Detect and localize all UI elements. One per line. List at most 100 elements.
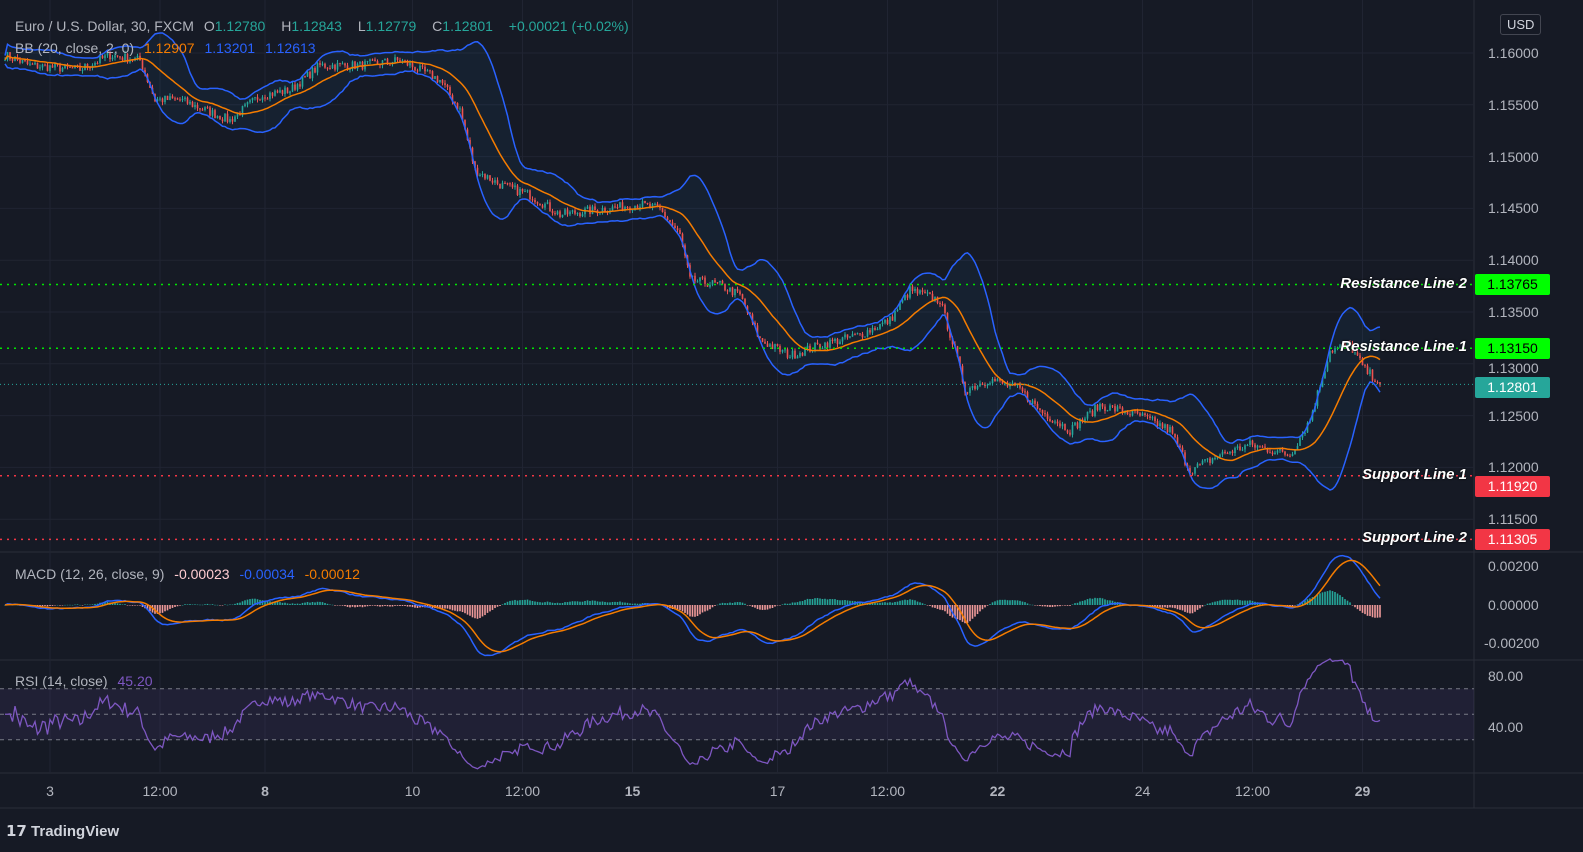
- candle: [214, 108, 216, 119]
- candle-body: [236, 113, 239, 117]
- candle-body: [394, 57, 396, 63]
- brand-name: TradingView: [31, 823, 120, 840]
- macd-histogram-bar: [489, 605, 491, 612]
- macd-histogram-bar: [771, 605, 774, 608]
- candle-body: [359, 61, 361, 64]
- candle-body: [869, 330, 871, 333]
- macd-histogram-bar: [1349, 602, 1351, 605]
- level-label[interactable]: Support Line 1: [1362, 465, 1467, 483]
- candle-body: [649, 203, 651, 208]
- macd-histogram-bar: [194, 604, 196, 605]
- candle-body: [1154, 417, 1156, 422]
- candle: [731, 286, 734, 298]
- candle-body: [424, 66, 426, 72]
- candle-body: [191, 101, 194, 108]
- candle-body: [1059, 423, 1061, 427]
- candle-body: [671, 222, 674, 226]
- macd-histogram-bar: [511, 600, 514, 605]
- macd-histogram-bar: [199, 604, 201, 606]
- candle: [529, 189, 531, 203]
- macd-histogram-bar: [684, 605, 686, 613]
- rsi-legend[interactable]: RSI (14, close) 45.20: [15, 673, 159, 689]
- tradingview-logo[interactable]: 𝟭𝟳 TradingView: [6, 822, 119, 840]
- macd-histogram-bar: [1054, 605, 1056, 607]
- macd-histogram-bar: [46, 605, 49, 607]
- candle: [61, 66, 64, 73]
- macd-histogram-bar: [54, 605, 56, 606]
- level-label[interactable]: Resistance Line 1: [1340, 338, 1467, 356]
- macd-histogram-bar: [111, 602, 114, 605]
- macd-histogram-bar: [186, 604, 189, 605]
- candle: [161, 97, 164, 106]
- macd-histogram-bar: [1074, 603, 1076, 605]
- candle: [771, 341, 774, 350]
- candle-body: [834, 338, 836, 342]
- candle: [106, 50, 109, 58]
- candle: [716, 281, 719, 285]
- macd-histogram-bar: [1006, 600, 1009, 605]
- macd-histogram-bar: [694, 605, 696, 617]
- macd-histogram-bar: [614, 601, 616, 605]
- candle-body: [831, 339, 834, 342]
- macd-histogram-bar: [139, 605, 141, 606]
- level-label[interactable]: Support Line 2: [1362, 529, 1467, 547]
- candle-body: [814, 342, 816, 351]
- candle: [836, 337, 839, 348]
- candle-body: [1074, 422, 1076, 425]
- candle: [311, 66, 314, 82]
- candle: [524, 188, 526, 193]
- candle: [761, 338, 764, 343]
- candle-body: [279, 90, 281, 93]
- macd-histogram-bar: [719, 603, 721, 605]
- macd-histogram-bar: [991, 602, 994, 605]
- candle-body: [176, 98, 179, 100]
- candle: [936, 296, 939, 305]
- candle: [371, 58, 374, 62]
- macd-tick: 0.00000: [1488, 597, 1539, 613]
- candle: [179, 97, 181, 102]
- candle: [996, 377, 999, 382]
- candle-body: [106, 52, 109, 56]
- candle-body: [696, 281, 699, 283]
- bb-legend[interactable]: BB (20, close, 2, 0) 1.12907 1.13201 1.1…: [15, 40, 322, 56]
- macd-histogram-bar: [466, 605, 469, 615]
- candle: [199, 108, 201, 112]
- candle-body: [796, 356, 799, 359]
- candle: [941, 301, 944, 307]
- candle-body: [534, 199, 536, 203]
- macd-histogram-bar: [181, 604, 184, 606]
- currency-button[interactable]: USD: [1500, 14, 1542, 35]
- candle-body: [21, 59, 24, 63]
- candle: [401, 58, 404, 64]
- macd-histogram-bar: [1089, 598, 1091, 605]
- candle-body: [574, 210, 576, 214]
- macd-histogram-bar: [124, 604, 126, 605]
- macd-histogram-bar: [261, 600, 264, 605]
- candle-body: [241, 106, 244, 116]
- macd-histogram-bar: [291, 603, 294, 605]
- macd-histogram-bar: [1374, 605, 1376, 618]
- macd-histogram-bar: [1161, 605, 1164, 608]
- macd-histogram-bar: [316, 601, 319, 605]
- candle: [1249, 437, 1251, 448]
- candle: [1146, 413, 1149, 420]
- candle-body: [666, 217, 669, 221]
- level-label[interactable]: Resistance Line 2: [1340, 274, 1467, 292]
- macd-histogram-bar: [196, 604, 199, 606]
- candle-body: [214, 110, 216, 119]
- macd-histogram-bar: [311, 601, 314, 605]
- candle-body: [276, 90, 279, 93]
- candle-body: [829, 339, 831, 348]
- macd-histogram-bar: [721, 602, 724, 605]
- macd-histogram-bar: [456, 605, 459, 612]
- candle: [556, 210, 559, 216]
- candle-body: [1236, 446, 1239, 448]
- candle-body: [956, 346, 959, 357]
- candle-body: [951, 337, 954, 345]
- price-tick: 1.13000: [1488, 359, 1539, 376]
- candle-body: [1296, 445, 1299, 450]
- macd-histogram-bar: [1041, 605, 1044, 607]
- macd-legend[interactable]: MACD (12, 26, close, 9) -0.00023 -0.0003…: [15, 566, 366, 582]
